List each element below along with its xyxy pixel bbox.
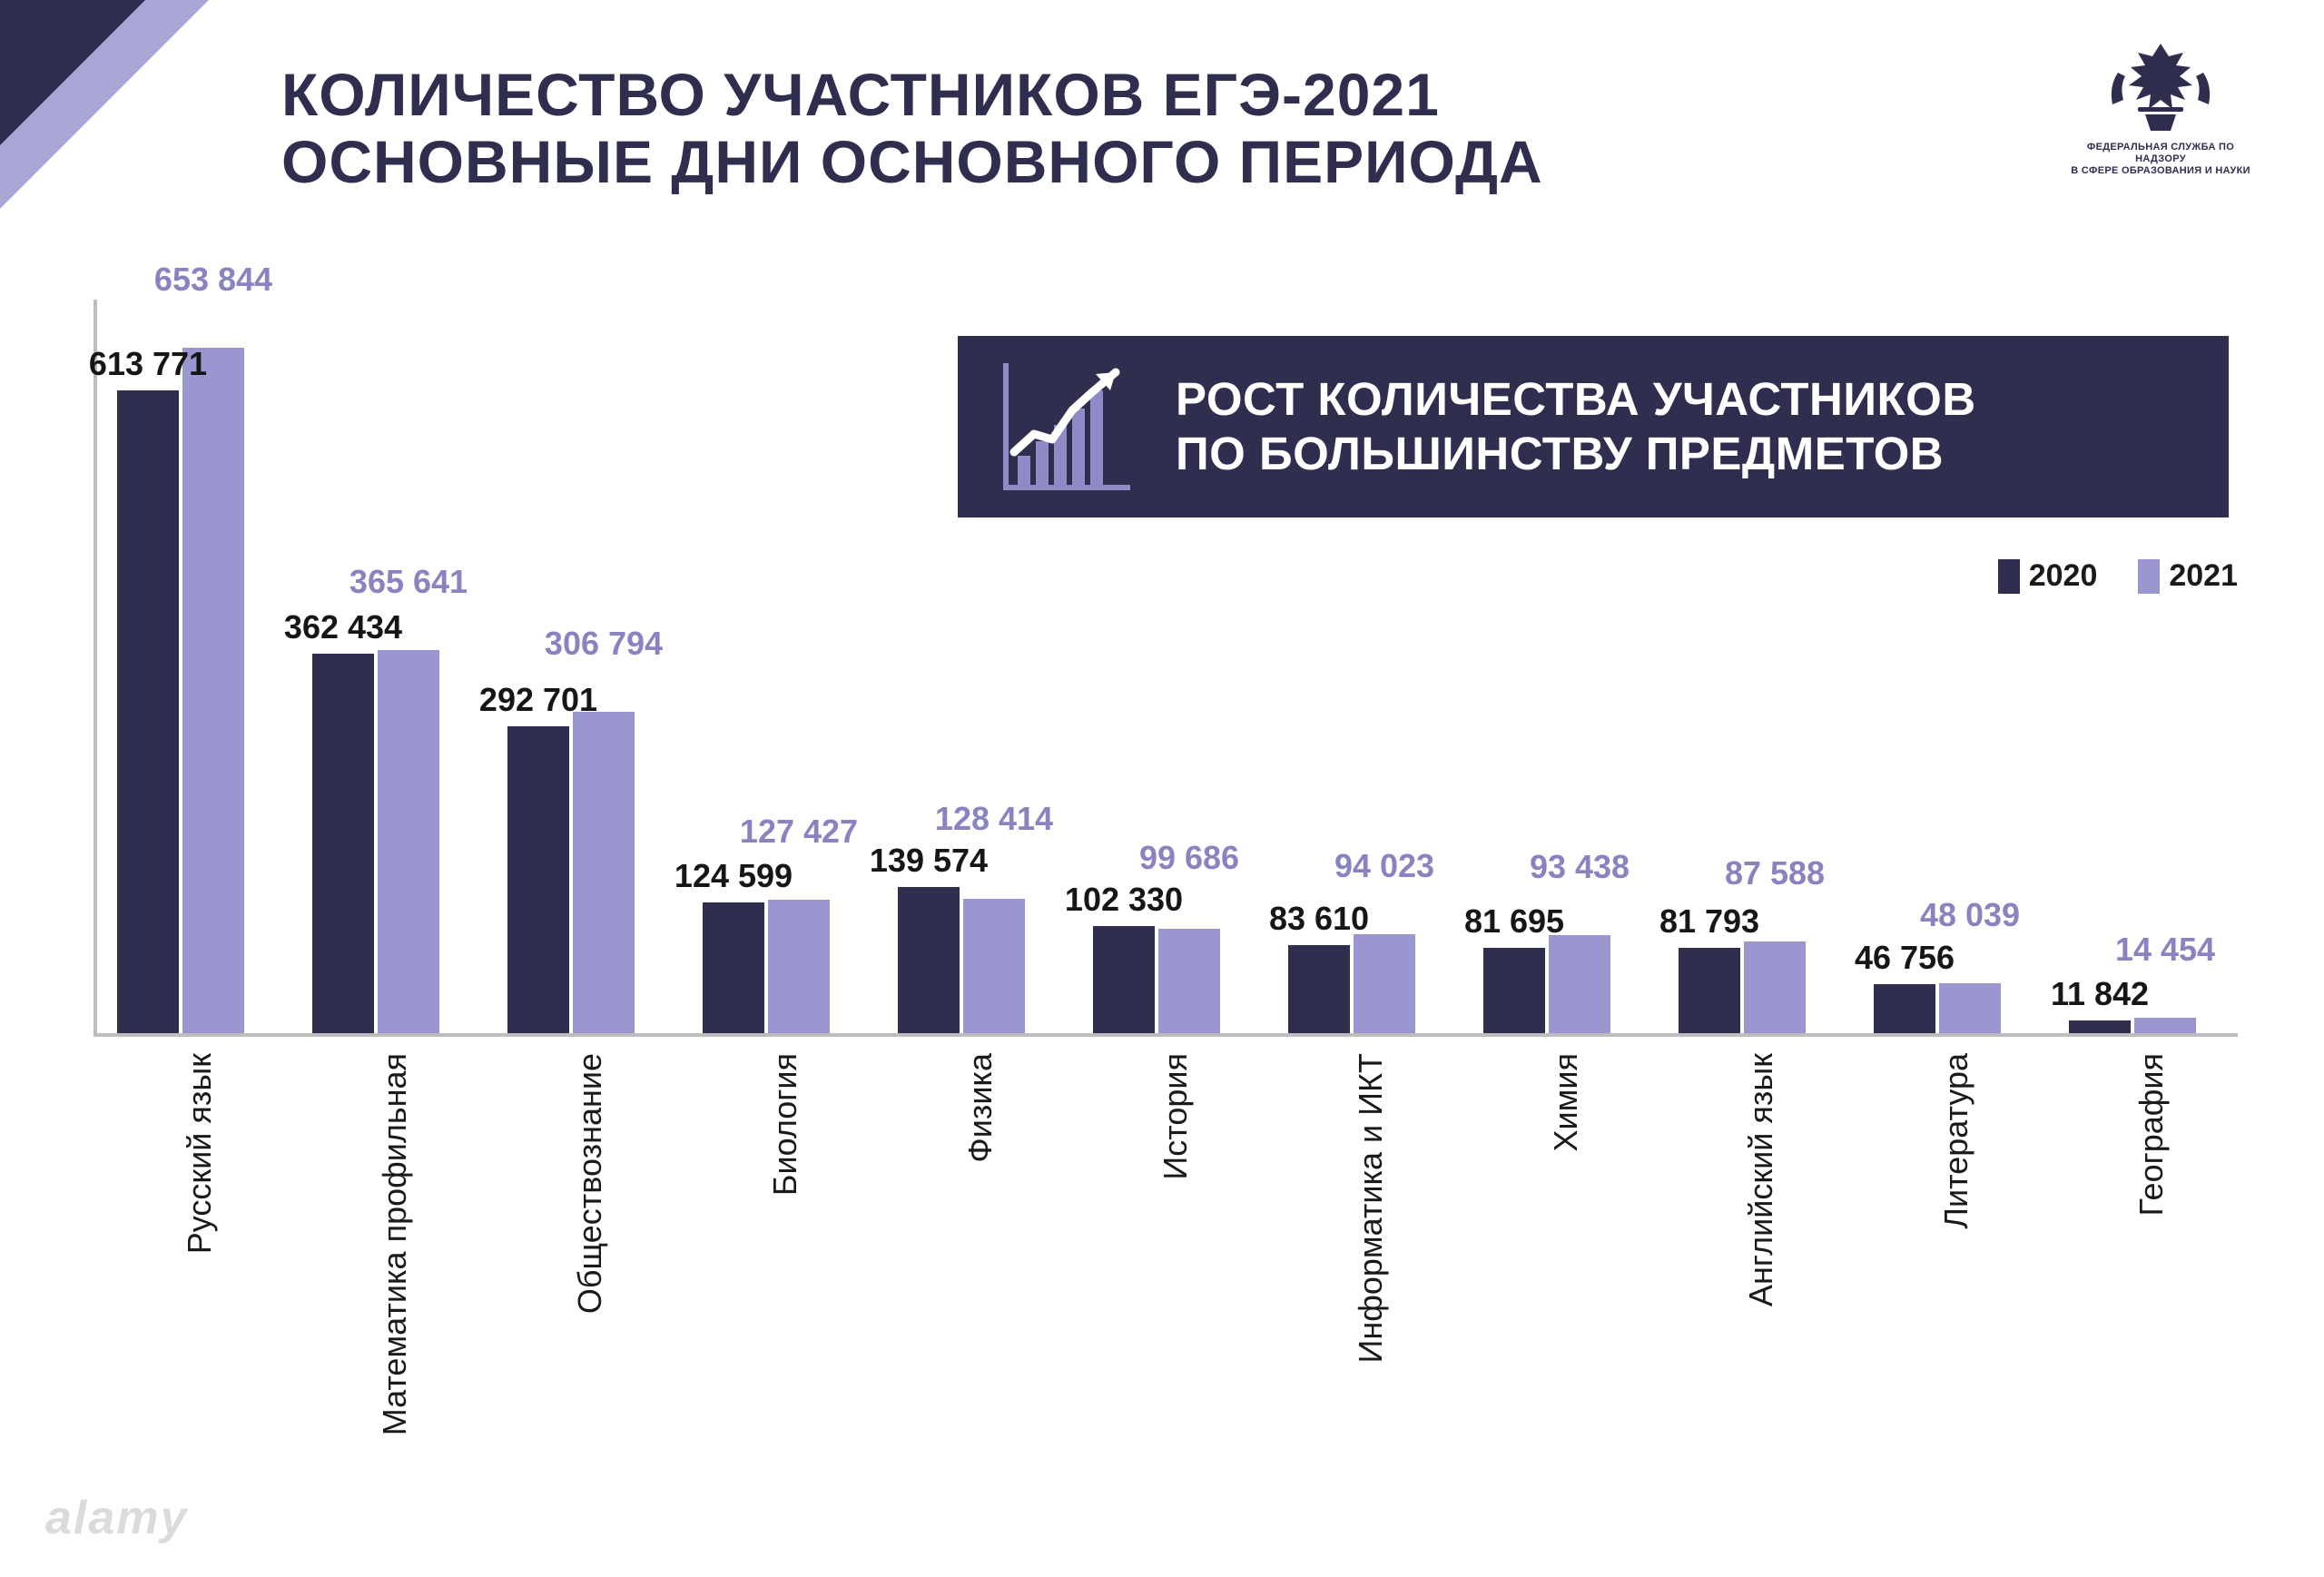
eagle-icon [2102, 36, 2220, 136]
x-axis-label: Английский язык [1742, 1053, 1780, 1306]
bar-2021 [378, 650, 439, 1033]
bar-2020 [1093, 926, 1155, 1033]
bar-2020 [1483, 948, 1545, 1033]
logo-caption: ФЕДЕРАЛЬНАЯ СЛУЖБА ПО НАДЗОРУ В СФЕРЕ ОБ… [2070, 142, 2251, 178]
page-title: КОЛИЧЕСТВО УЧАСТНИКОВ ЕГЭ-2021 ОСНОВНЫЕ … [281, 62, 1543, 196]
value-label-2020: 46 756 [1814, 939, 1995, 977]
value-label-2020: 362 434 [252, 608, 434, 646]
x-axis [94, 1033, 2238, 1037]
value-label-2021: 653 844 [123, 261, 304, 299]
bar-2020 [1679, 948, 1740, 1033]
bar-2020 [898, 887, 960, 1033]
bar-2021 [1354, 934, 1415, 1033]
bar-2020 [703, 902, 764, 1033]
bar-2021 [963, 899, 1025, 1033]
bar-2020 [312, 654, 374, 1033]
value-label-2020: 102 330 [1033, 881, 1215, 919]
x-axis-label: Русский язык [181, 1053, 219, 1254]
x-axis-label: Литература [1937, 1053, 1975, 1229]
bar-2021 [1549, 935, 1610, 1033]
x-labels: Русский язык Математика профильная Обществ… [95, 1053, 2238, 1434]
x-axis-label: Физика [961, 1053, 1000, 1163]
bar-chart: 613 771653 844362 434365 641292 701306 7… [86, 300, 2238, 1480]
bar-2021 [1158, 929, 1220, 1033]
value-label-2021: 306 794 [513, 625, 694, 663]
value-label-2020: 613 771 [57, 345, 239, 383]
bar-2020 [117, 390, 179, 1033]
agency-logo: ФЕДЕРАЛЬНАЯ СЛУЖБА ПО НАДЗОРУ В СФЕРЕ ОБ… [2070, 36, 2251, 178]
value-label-2020: 81 793 [1619, 902, 1800, 941]
value-label-2021: 14 454 [2074, 931, 2256, 969]
bar-2020 [507, 726, 569, 1033]
x-axis-label: Информатика и ИКТ [1352, 1053, 1390, 1364]
bar-2020 [1288, 945, 1350, 1033]
bar-2021 [182, 348, 244, 1033]
value-label-2021: 87 588 [1684, 854, 1866, 892]
bar-2021 [768, 900, 830, 1033]
value-label-2021: 94 023 [1294, 847, 1475, 885]
x-axis-label: Математика профильная [376, 1053, 414, 1435]
value-label-2021: 93 438 [1489, 848, 1670, 886]
x-axis-label: История [1157, 1053, 1195, 1180]
bar-2021 [573, 712, 635, 1033]
value-label-2021: 128 414 [903, 800, 1085, 838]
x-axis-label: Химия [1547, 1053, 1585, 1151]
title-line-2: ОСНОВНЫЕ ДНИ ОСНОВНОГО ПЕРИОДА [281, 129, 1543, 196]
title-line-1: КОЛИЧЕСТВО УЧАСТНИКОВ ЕГЭ-2021 [281, 62, 1543, 129]
bar-2021 [1744, 941, 1806, 1033]
watermark: alamy [45, 1491, 188, 1545]
x-axis-label: Обществознание [571, 1053, 609, 1314]
bar-2020 [1874, 984, 1935, 1033]
corner-decoration [0, 0, 245, 245]
value-label-2020: 139 574 [838, 842, 1019, 880]
value-label-2021: 48 039 [1879, 896, 2061, 934]
bar-2021 [1939, 983, 2001, 1033]
value-label-2020: 11 842 [2009, 975, 2191, 1013]
value-label-2020: 124 599 [643, 857, 824, 895]
page: КОЛИЧЕСТВО УЧАСТНИКОВ ЕГЭ-2021 ОСНОВНЫЕ … [0, 0, 2324, 1577]
value-label-2021: 99 686 [1098, 839, 1280, 877]
x-axis-label: География [2132, 1053, 2171, 1217]
bar-2021 [2134, 1018, 2196, 1033]
x-axis-label: Биология [766, 1053, 804, 1196]
value-label-2020: 83 610 [1228, 900, 1410, 938]
value-label-2020: 292 701 [448, 681, 629, 719]
value-label-2021: 365 641 [318, 563, 499, 601]
logo-caption-line-2: В СФЕРЕ ОБРАЗОВАНИЯ И НАУКИ [2070, 165, 2251, 177]
bar-2020 [2069, 1020, 2131, 1033]
value-label-2020: 81 695 [1423, 902, 1605, 941]
logo-caption-line-1: ФЕДЕРАЛЬНАЯ СЛУЖБА ПО НАДЗОРУ [2070, 142, 2251, 165]
bars-area: 613 771653 844362 434365 641292 701306 7… [95, 300, 2238, 1033]
